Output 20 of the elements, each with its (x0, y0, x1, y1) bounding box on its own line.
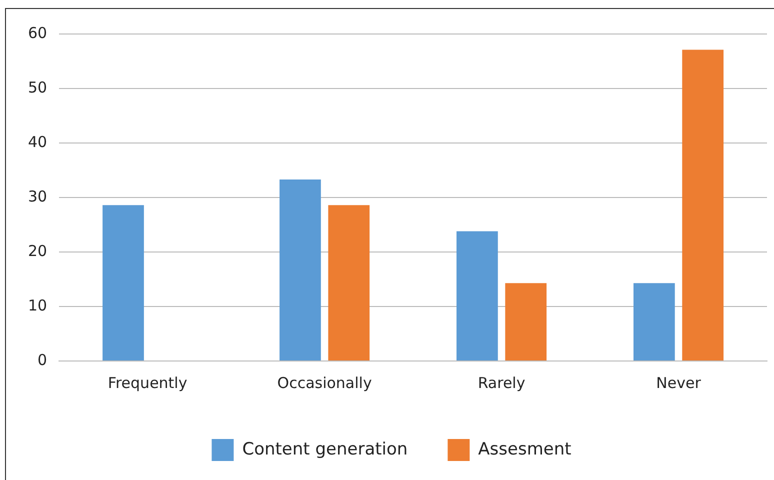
y-tick-label: 10 (28, 296, 48, 314)
x-tick-label: Rarely (478, 374, 526, 392)
x-tick-label: Never (656, 374, 702, 392)
x-tick-label: Frequently (108, 374, 188, 392)
bar (328, 205, 370, 360)
x-tick-label: Occasionally (277, 374, 372, 392)
bar (102, 205, 144, 360)
bar (280, 180, 321, 360)
y-tick-label: 50 (28, 78, 48, 96)
legend-label: Content generation (242, 439, 408, 460)
bar (456, 231, 498, 360)
y-tick-label: 40 (28, 132, 48, 151)
legend-label: Assesment (478, 439, 572, 460)
bar (505, 283, 547, 360)
y-tick-label: 20 (28, 242, 48, 260)
y-tick-label: 30 (28, 187, 48, 206)
bar (682, 50, 724, 360)
bar (633, 283, 675, 360)
y-tick-label: 60 (28, 24, 48, 42)
y-tick-label: 0 (38, 350, 48, 369)
